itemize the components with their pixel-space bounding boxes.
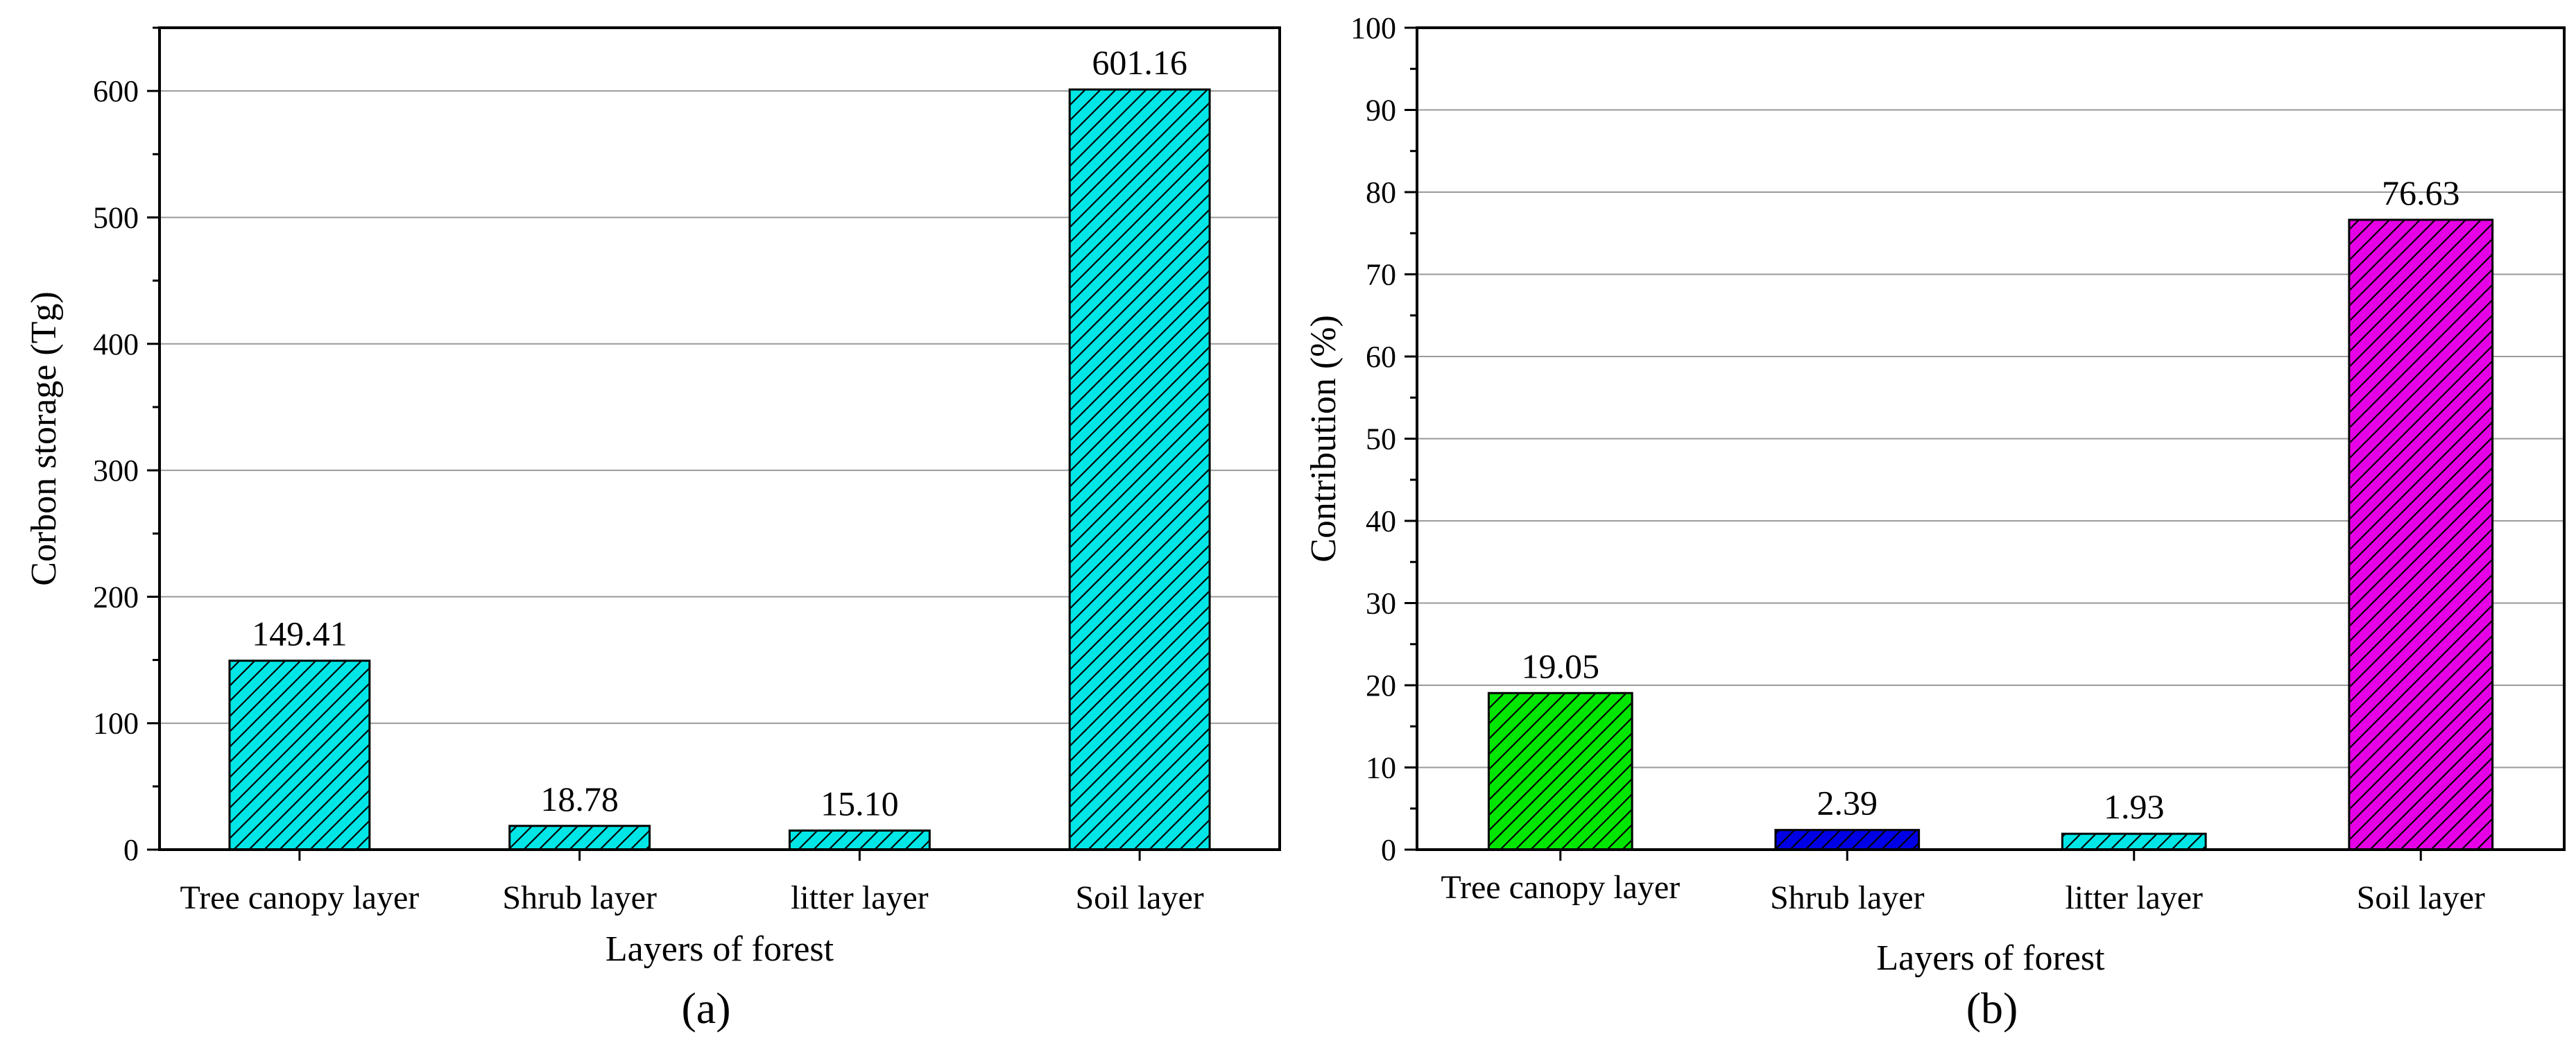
y-tick-label: 40 [1366, 504, 1396, 538]
data-label: 18.78 [540, 780, 619, 818]
panel-label: (a) [681, 983, 730, 1033]
y-tick-label: 20 [1366, 669, 1396, 703]
plot-frame [158, 26, 1281, 851]
y-axis-title: Contribution (%) [1304, 315, 1343, 562]
panel-label: (b) [1966, 983, 2018, 1033]
data-label: 15.10 [821, 784, 899, 823]
y-tick-label: 10 [1366, 751, 1396, 785]
x-tick-label: litter layer [2065, 879, 2203, 916]
bar-tree-canopy-layer [1487, 691, 1633, 851]
bar-soil-layer [2348, 218, 2494, 851]
chart-b-contribution: 19.05 Tree canopy layer 2.39 Shrub layer 1.9… [1304, 11, 2566, 1033]
data-label: 1.93 [2104, 787, 2165, 826]
chart-a-carbon-storage: 149.41 Tree canopy layer 18.78 Shrub layer 1… [24, 26, 1281, 1033]
data-label: 149.41 [252, 615, 347, 653]
x-axis-title: Layers of forest [606, 929, 834, 969]
y-axis-title: Corbon storage (Tg) [24, 291, 64, 586]
y-tick-label: 60 [1366, 340, 1396, 374]
y-tick-label: 50 [1366, 422, 1396, 456]
y-tick-label: 30 [1366, 587, 1396, 621]
bar-shrub-layer [508, 825, 651, 851]
x-tick-label: Soil layer [1075, 879, 1203, 916]
x-tick-label: litter layer [791, 879, 929, 916]
x-tick-label: Soil layer [2357, 879, 2485, 916]
y-tick-label: 100 [1350, 11, 1396, 45]
y-tick-label: 600 [93, 74, 139, 108]
x-tick-label: Shrub layer [1770, 879, 1925, 916]
bar-tree-canopy-layer [228, 660, 371, 851]
y-tick-label: 300 [93, 454, 139, 488]
bar-shrub-layer [1774, 829, 1921, 851]
bar-soil-layer [1068, 88, 1211, 851]
data-label: 601.16 [1092, 43, 1187, 82]
x-tick-label: Shrub layer [502, 879, 657, 916]
x-axis-title: Layers of forest [1876, 938, 2105, 978]
y-tick-label: 90 [1366, 94, 1396, 128]
y-tick-label: 0 [1381, 833, 1396, 867]
y-tick-label: 400 [93, 327, 139, 361]
bar-litter-layer [2061, 832, 2207, 851]
y-tick-label: 80 [1366, 175, 1396, 209]
y-tick-label: 70 [1366, 258, 1396, 292]
data-label: 19.05 [1522, 646, 1600, 685]
bar-litter-layer [788, 829, 931, 851]
data-label: 2.39 [1817, 784, 1878, 823]
y-tick-label: 500 [93, 200, 139, 234]
x-tick-label: Tree canopy layer [1441, 869, 1680, 906]
data-label: 76.63 [2382, 173, 2460, 212]
y-tick-label: 0 [123, 833, 139, 867]
y-tick-label: 200 [93, 580, 139, 614]
y-tick-label: 100 [93, 707, 139, 741]
x-tick-label: Tree canopy layer [180, 879, 419, 916]
